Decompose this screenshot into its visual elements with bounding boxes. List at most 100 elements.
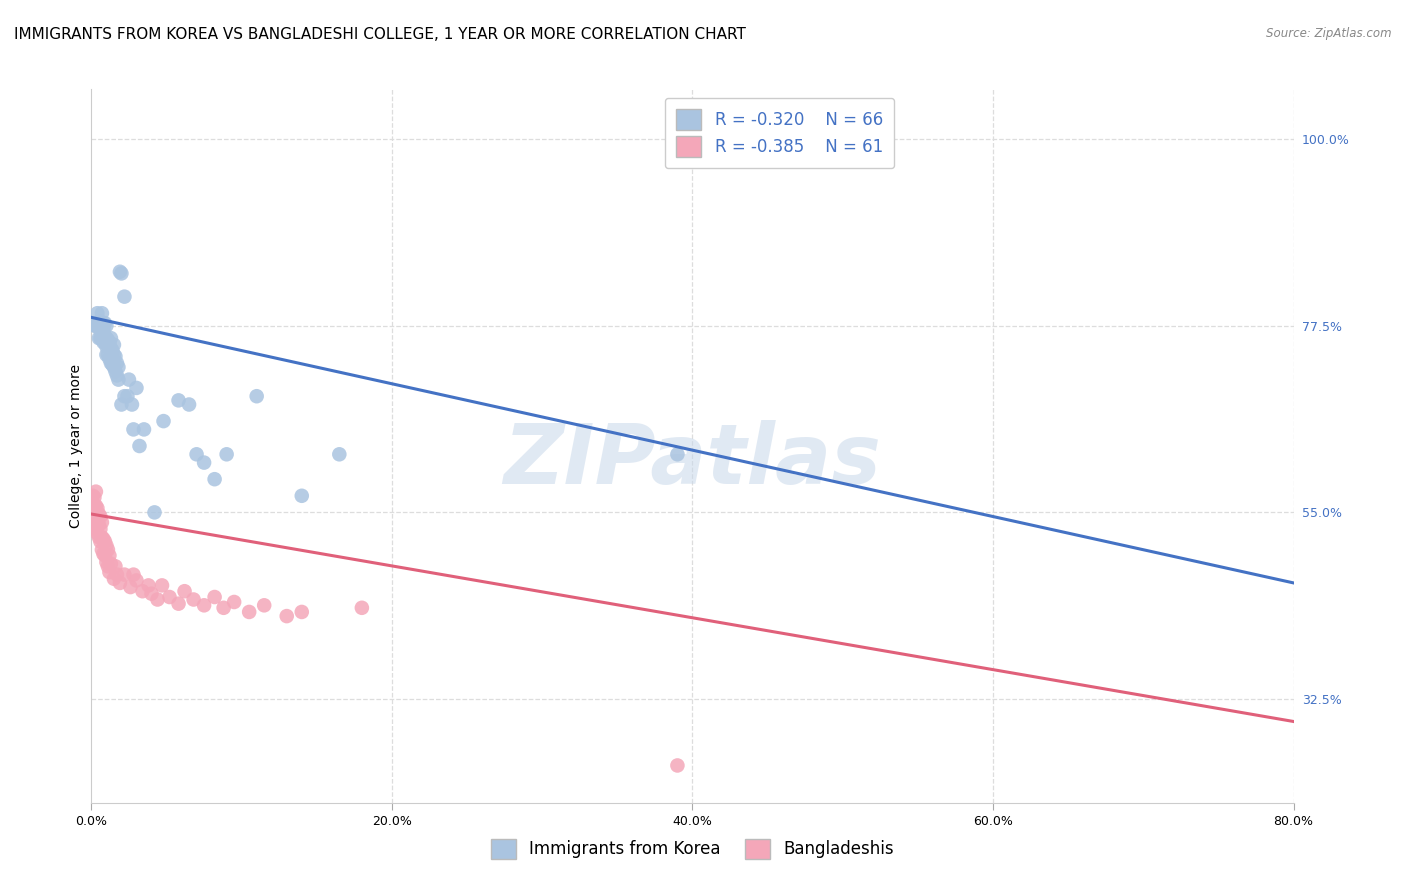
Point: [96, 555, 118, 569]
Point: [122, 567, 145, 582]
Point: [114, 389, 136, 403]
Point: [104, 350, 127, 364]
Point: [107, 360, 129, 375]
Point: [98, 335, 121, 350]
Point: [193, 456, 215, 470]
Point: [103, 338, 125, 352]
Point: [86, 514, 108, 528]
Point: [87, 507, 110, 521]
Point: [98, 549, 121, 563]
Point: [132, 422, 155, 436]
Point: [93, 318, 115, 333]
Point: [711, 136, 734, 150]
Point: [215, 447, 238, 461]
Point: [94, 335, 117, 350]
Point: [94, 329, 117, 343]
Point: [101, 358, 124, 372]
Point: [83, 499, 105, 513]
Point: [83, 491, 105, 505]
Point: [167, 393, 190, 408]
Point: [84, 522, 107, 536]
Point: [100, 331, 122, 345]
Point: [83, 509, 105, 524]
Point: [93, 335, 115, 350]
Point: [83, 318, 105, 333]
Point: [152, 414, 174, 428]
Point: [193, 599, 215, 613]
Point: [183, 592, 205, 607]
Point: [122, 422, 145, 436]
Point: [328, 447, 350, 461]
Point: [253, 599, 276, 613]
Point: [97, 333, 120, 347]
Point: [86, 306, 108, 320]
Point: [89, 323, 111, 337]
Point: [90, 331, 112, 345]
Point: [177, 397, 200, 411]
Point: [87, 318, 110, 333]
Point: [82, 499, 104, 513]
Point: [125, 381, 148, 395]
Point: [114, 290, 136, 304]
Point: [110, 267, 132, 281]
Point: [101, 343, 124, 358]
Point: [100, 356, 122, 370]
Point: [86, 501, 108, 516]
Point: [94, 316, 117, 330]
Point: [100, 557, 122, 571]
Text: Source: ZipAtlas.com: Source: ZipAtlas.com: [1267, 27, 1392, 40]
Point: [224, 595, 246, 609]
Point: [105, 356, 128, 370]
Point: [96, 331, 118, 345]
Point: [108, 265, 131, 279]
Point: [108, 575, 131, 590]
Point: [96, 318, 118, 333]
Point: [105, 368, 128, 383]
Point: [186, 447, 208, 461]
Point: [104, 559, 127, 574]
Point: [246, 389, 269, 403]
Point: [666, 447, 689, 461]
Point: [87, 517, 110, 532]
Point: [87, 530, 110, 544]
Text: IMMIGRANTS FROM KOREA VS BANGLADESHI COLLEGE, 1 YEAR OR MORE CORRELATION CHART: IMMIGRANTS FROM KOREA VS BANGLADESHI COL…: [14, 27, 747, 42]
Point: [117, 389, 139, 403]
Point: [97, 542, 120, 557]
Point: [84, 318, 107, 333]
Point: [84, 484, 107, 499]
Point: [94, 534, 117, 549]
Point: [138, 578, 160, 592]
Point: [114, 567, 136, 582]
Point: [97, 348, 120, 362]
Point: [96, 339, 118, 353]
Point: [212, 600, 235, 615]
Point: [87, 331, 110, 345]
Point: [84, 509, 107, 524]
Point: [98, 565, 121, 579]
Point: [291, 489, 314, 503]
Point: [159, 590, 181, 604]
Point: [125, 574, 148, 588]
Point: [96, 539, 118, 553]
Point: [756, 132, 779, 146]
Point: [89, 509, 111, 524]
Point: [90, 318, 112, 333]
Legend: Immigrants from Korea, Bangladeshis: Immigrants from Korea, Bangladeshis: [484, 832, 901, 866]
Point: [167, 597, 190, 611]
Point: [103, 572, 125, 586]
Point: [93, 323, 115, 337]
Point: [118, 373, 141, 387]
Point: [84, 499, 107, 513]
Point: [82, 489, 104, 503]
Point: [89, 314, 111, 328]
Point: [128, 439, 150, 453]
Point: [94, 549, 117, 563]
Point: [141, 587, 163, 601]
Point: [173, 584, 195, 599]
Point: [103, 360, 125, 375]
Point: [98, 351, 121, 366]
Point: [103, 348, 125, 362]
Point: [143, 505, 166, 519]
Point: [86, 526, 108, 541]
Point: [93, 547, 115, 561]
